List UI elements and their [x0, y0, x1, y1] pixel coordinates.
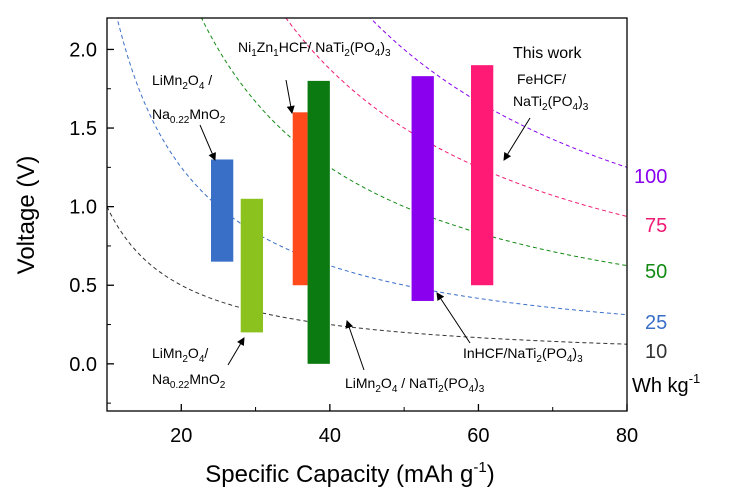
plot-frame	[106, 17, 628, 412]
voltage-bars	[211, 65, 494, 364]
fehcf-label-line1: FeHCF/	[517, 71, 566, 87]
arrow-fehcf	[503, 117, 531, 161]
voltage-bar-4	[307, 80, 330, 364]
voltage-bar-5	[411, 76, 434, 301]
limn-top-label-line1: LiMn2O4 /	[152, 72, 212, 92]
energy-curve-50	[201, 18, 627, 267]
arrow-nizn	[285, 79, 295, 114]
y-tick-label: 0.0	[69, 354, 97, 376]
y-tick-label: 2.0	[69, 39, 97, 61]
curve-label-25: 25	[645, 312, 667, 334]
fehcf-label-line2: NaTi2(PO4)3	[513, 93, 589, 113]
x-tick-label: 80	[616, 425, 638, 447]
limn-bottom-label-line2: Na0.22MnO2	[152, 371, 226, 391]
y-axis-title: Voltage (V)	[13, 156, 40, 275]
curve-label-10: 10	[645, 341, 667, 363]
arrow-limn-bottom	[227, 337, 245, 366]
y-tick-label: 0.5	[69, 275, 97, 297]
curve-label-50: 50	[645, 261, 667, 283]
y-tick-label: 1.0	[69, 197, 97, 219]
voltage-bar-2	[240, 198, 263, 333]
x-tick-label: 20	[170, 425, 192, 447]
curve-label-75: 75	[645, 215, 667, 237]
arrow-inhcf	[436, 292, 471, 344]
curve-label-100: 100	[634, 166, 667, 188]
arrow-limn-top	[199, 124, 216, 161]
voltage-bar-3	[292, 112, 308, 286]
energy-curve-labels: 100 75 50 25 10 Wh kg-1	[632, 166, 700, 397]
this-work-label: This work	[513, 45, 582, 62]
voltage-bar-1	[211, 159, 234, 262]
energy-curve-75	[285, 18, 627, 217]
y-tick-label: 1.5	[69, 118, 97, 140]
limn-bottom-label-line1: LiMn2O4/	[152, 345, 208, 365]
energy-unit-label: Wh kg-1	[632, 371, 700, 397]
voltage-bar-6	[471, 65, 494, 286]
energy-density-curves	[107, 18, 627, 345]
limn-nati-label: LiMn2O4 / NaTi2(PO4)3	[345, 375, 485, 395]
arrow-limn-nati	[345, 320, 365, 371]
energy-curve-25	[116, 18, 627, 316]
x-axis-title: Specific Capacity (mAh g-1)	[205, 459, 494, 488]
nizn-label: Ni1Zn1HCF/ NaTi2(PO4)3	[238, 39, 391, 59]
limn-top-label-line2: Na0.22MnO2	[152, 106, 226, 126]
x-tick-label: 60	[467, 425, 489, 447]
energy-curve-10	[107, 206, 627, 345]
axis-ticks: 20 40 60 80 0.0 0.5 1.0 1.5 2.0	[69, 39, 638, 447]
inhcf-label: InHCF/NaTi2(PO4)3	[463, 345, 583, 365]
x-tick-label: 40	[319, 425, 341, 447]
energy-curve-100	[369, 18, 627, 168]
